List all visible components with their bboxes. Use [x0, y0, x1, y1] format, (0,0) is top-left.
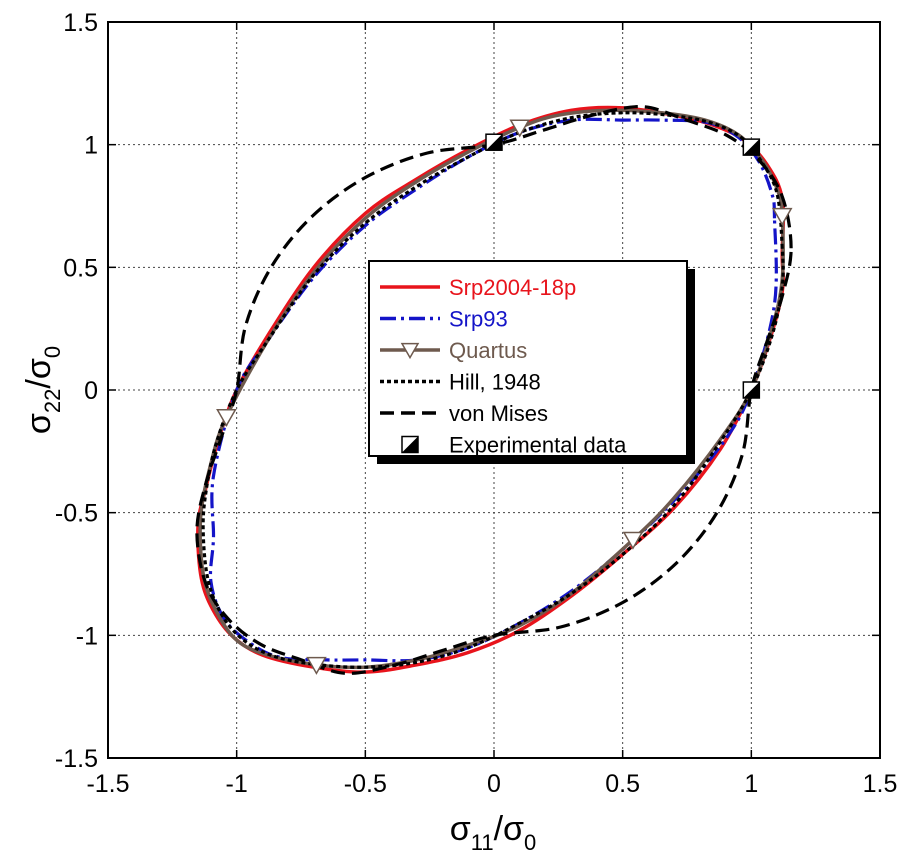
experimental-data-marker — [742, 381, 761, 399]
quartus-marker — [622, 531, 644, 550]
legend-entry: von Mises — [380, 401, 548, 426]
legend: Srp2004-18p Srp93 Quartus Hill, 1948 von Mis… — [368, 260, 695, 464]
x-tick-label: 0.5 — [605, 770, 640, 798]
legend-label: von Mises — [449, 401, 548, 426]
x-tick-label: 1 — [744, 770, 758, 798]
quartus-marker — [509, 119, 531, 138]
quartus-marker — [306, 656, 327, 675]
y-tick-label: -1.5 — [55, 745, 98, 773]
legend-entry: Hill, 1948 — [380, 370, 541, 395]
experimental-data-marker-fill — [486, 134, 502, 151]
y-axis-label: σ22/σ0 — [20, 346, 65, 434]
x-tick-labels: -1.5 -1 -0.5 0 0.5 1 1.5 — [86, 22, 897, 798]
y-tick-label: -0.5 — [55, 500, 98, 528]
legend-label: Srp93 — [449, 307, 508, 332]
legend-entry: Srp2004-18p — [380, 275, 576, 300]
quartus-marker — [216, 409, 237, 428]
experimental-data-marker-fill — [743, 382, 760, 398]
x-tick-label: -0.5 — [344, 770, 387, 798]
legend-entry: Quartus — [380, 338, 527, 363]
x-tick-label: 1.5 — [863, 770, 898, 798]
quartus-marker — [771, 207, 793, 226]
y-tick-label: 1.5 — [63, 9, 98, 37]
x-tick-label: 0 — [487, 770, 501, 798]
markers — [216, 119, 793, 675]
y-tick-label: 0.5 — [63, 254, 98, 282]
experimental-data-marker — [742, 138, 761, 156]
experimental-data-marker — [485, 133, 503, 151]
legend-square-marker — [401, 435, 419, 454]
series-line-4 — [195, 105, 793, 675]
legend-square-marker-fill — [402, 436, 418, 453]
legend-box — [368, 260, 688, 457]
legend-label: Quartus — [449, 338, 527, 363]
x-tick-label: -1 — [226, 770, 248, 798]
y-tick-labels: -1.5 -1 -0.5 0 0.5 1 1.5 — [55, 9, 880, 773]
legend-label: Experimental data — [449, 433, 627, 458]
legend-entry: Srp93 — [380, 307, 508, 332]
x-axis-label: σ11/σ0 — [450, 810, 537, 855]
legend-label: Hill, 1948 — [449, 370, 541, 395]
curves — [195, 105, 793, 675]
series-line-2 — [198, 108, 785, 670]
legend-entry: Experimental data — [401, 433, 627, 458]
legend-label: Srp2004-18p — [449, 275, 576, 300]
experimental-data-marker-fill — [743, 139, 760, 156]
y-tick-label: -1 — [76, 622, 98, 650]
y-tick-label: 0 — [84, 377, 98, 405]
x-tick-label: -1.5 — [86, 770, 129, 798]
y-tick-label: 1 — [84, 132, 98, 160]
legend-triangle-marker — [400, 342, 420, 360]
